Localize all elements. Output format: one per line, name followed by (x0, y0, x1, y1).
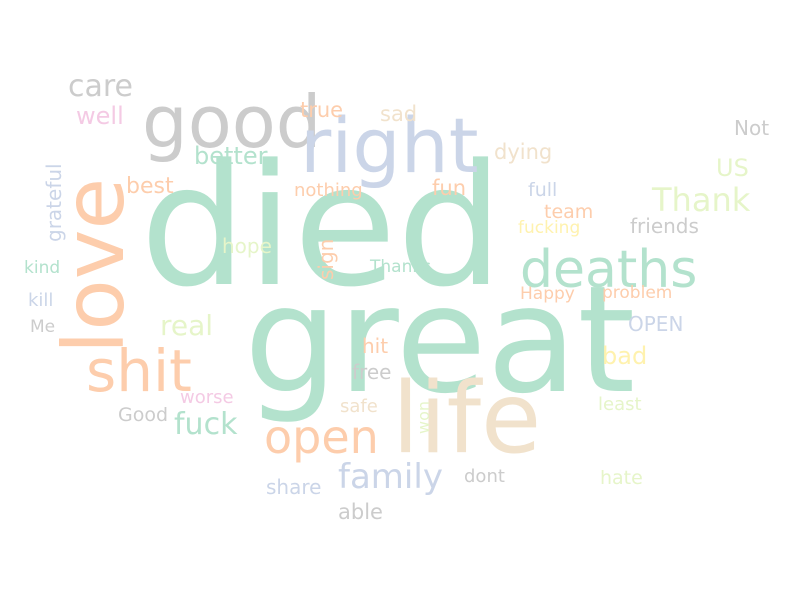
word-good: good (142, 80, 322, 164)
word-fun: fun (432, 176, 467, 200)
word-me: Me (30, 317, 56, 337)
word-better: better (194, 142, 268, 170)
word-thank: Thank (652, 181, 751, 219)
word-dont: dont (464, 466, 505, 487)
word-best: best (126, 174, 174, 199)
word-well: well (76, 102, 124, 130)
word-good-cap: Good (118, 404, 169, 426)
word-worse: worse (180, 387, 234, 408)
word-team: team (544, 201, 594, 223)
word-safe: safe (340, 396, 378, 417)
word-family: family (338, 457, 443, 497)
word-happy: Happy (520, 284, 575, 304)
word-able: able (338, 500, 383, 524)
word-shit: shit (86, 337, 192, 405)
word-nothing: nothing (294, 180, 363, 201)
word-friends: friends (630, 214, 699, 238)
word-won: won (414, 400, 433, 434)
word-share: share (266, 475, 322, 499)
word-hate: hate (600, 467, 643, 489)
word-least: least (598, 394, 642, 415)
word-free: free (352, 360, 392, 384)
word-hit: hit (362, 334, 389, 358)
word-fuck: fuck (174, 407, 238, 442)
word-hope: hope (222, 234, 272, 258)
word-kill: kill (28, 290, 54, 311)
word-real: real (160, 309, 214, 342)
word-true: true (300, 98, 344, 122)
word-problem: problem (602, 283, 673, 303)
word-open: open (264, 410, 379, 464)
word-died: died (140, 128, 504, 324)
word-kind: kind (24, 258, 61, 278)
word-care: care (68, 69, 134, 104)
word-sad: sad (380, 102, 418, 126)
word-full: full (528, 179, 558, 201)
word-thanks: Thanks (370, 257, 432, 277)
word-life: life (392, 362, 542, 476)
word-bad: bad (602, 342, 648, 370)
word-grateful: grateful (42, 163, 66, 242)
word-sign: sign (314, 238, 338, 280)
word-not: Not (734, 116, 770, 140)
word-open-caps: OPEN (628, 312, 684, 336)
word-us: US (716, 154, 749, 182)
word-dying: dying (494, 140, 553, 164)
word-fucking: fucking (518, 218, 581, 238)
word-right: right (300, 101, 479, 190)
word-deaths: deaths (520, 240, 698, 300)
word-great: great (244, 254, 636, 426)
